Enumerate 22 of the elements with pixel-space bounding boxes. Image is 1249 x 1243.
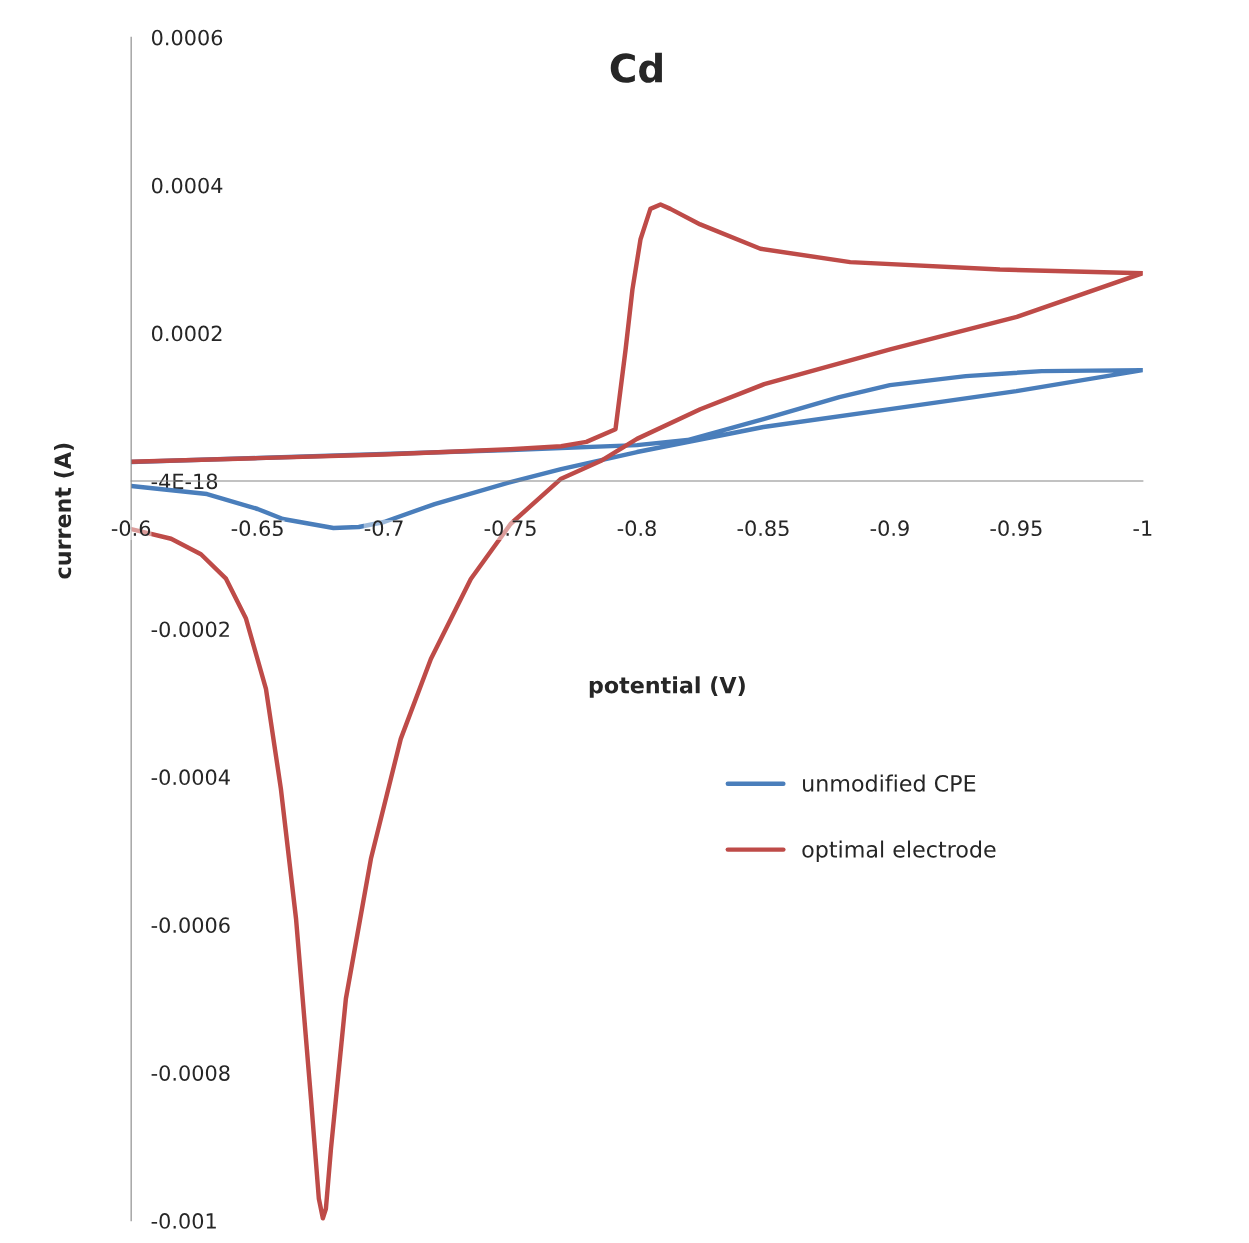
y-tick-label: 0.0002 [151, 325, 222, 342]
x-tick-label: -0.85 [737, 520, 789, 537]
y-tick-label: 0.0006 [151, 29, 223, 46]
legend-label: optimal electrode [802, 840, 996, 863]
x-tick-label: -0.8 [617, 520, 656, 537]
y-tick-label: -0.0006 [151, 917, 230, 933]
x-tick-label: -0.7 [364, 520, 403, 537]
y-axis-title: current (A) [54, 443, 74, 579]
y-tick-label: -0.0002 [151, 621, 229, 638]
x-tick-label: -0.9 [870, 520, 909, 537]
x-tick-label: -0.95 [990, 520, 1042, 537]
x-tick-label: -1 [1133, 520, 1152, 536]
y-tick-label: -0.001 [151, 1213, 216, 1229]
chart-title: Cd [610, 52, 662, 83]
y-tick-label: 0.0004 [151, 177, 223, 194]
y-tick-label: -4E-18 [151, 473, 218, 490]
legend-label: unmodified CPE [803, 774, 976, 792]
x-tick-label: -0.65 [231, 520, 283, 537]
x-tick-label: -0.75 [484, 520, 536, 537]
y-tick-label: -0.0008 [151, 1065, 230, 1081]
x-axis-title: potential (V) [589, 676, 745, 698]
y-tick-label: -0.0004 [151, 769, 230, 786]
